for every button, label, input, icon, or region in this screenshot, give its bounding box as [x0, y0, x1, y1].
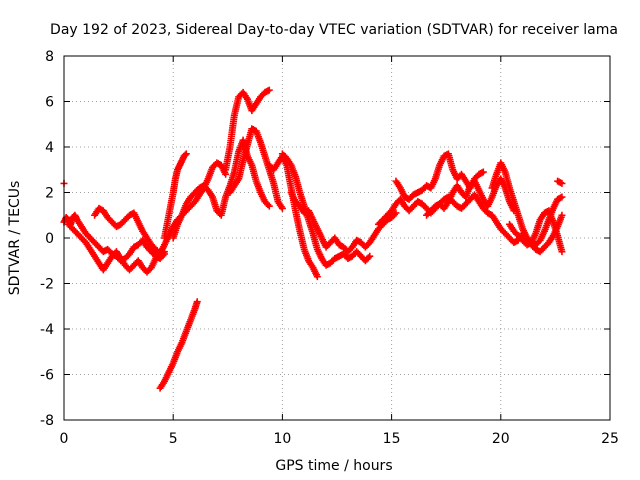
y-tick-label: -8 [40, 413, 54, 429]
data-points [60, 86, 566, 392]
data-point [181, 151, 189, 159]
data-point [193, 298, 201, 306]
y-tick-label: -6 [40, 368, 54, 384]
y-tick-label: -2 [40, 277, 54, 293]
data-point [364, 254, 372, 262]
y-axis-label: SDTVAR / TECUs [7, 181, 23, 296]
y-tick-label: 4 [45, 140, 54, 156]
x-tick-label: 0 [60, 431, 69, 447]
data-point [558, 248, 566, 256]
data-point [278, 204, 286, 212]
x-axis-label: GPS time / hours [275, 458, 392, 474]
data-point [182, 150, 190, 158]
y-tick-label: 2 [45, 186, 54, 202]
x-tick-label: 5 [169, 431, 178, 447]
data-point [479, 168, 487, 176]
y-tick-label: -4 [40, 322, 54, 338]
data-point [313, 273, 321, 281]
y-tick-label: 0 [45, 231, 54, 247]
data-point [558, 211, 566, 219]
x-tick-label: 25 [601, 431, 619, 447]
data-point [265, 86, 273, 94]
y-tick-label: 8 [45, 49, 54, 65]
data-point [264, 201, 272, 209]
x-tick-label: 20 [492, 431, 510, 447]
x-tick-label: 15 [383, 431, 401, 447]
data-point [558, 193, 566, 201]
data-point [265, 202, 273, 210]
data-point [366, 252, 374, 260]
data-point [558, 179, 566, 187]
chart-title: Day 192 of 2023, Sidereal Day-to-day VTE… [50, 22, 618, 38]
y-tick-label: 6 [45, 95, 54, 111]
x-tick-label: 10 [273, 431, 291, 447]
axis-ticks: 0 5 10 15 20 25 -8 -6 -4 -2 0 2 4 6 8 [40, 49, 619, 447]
